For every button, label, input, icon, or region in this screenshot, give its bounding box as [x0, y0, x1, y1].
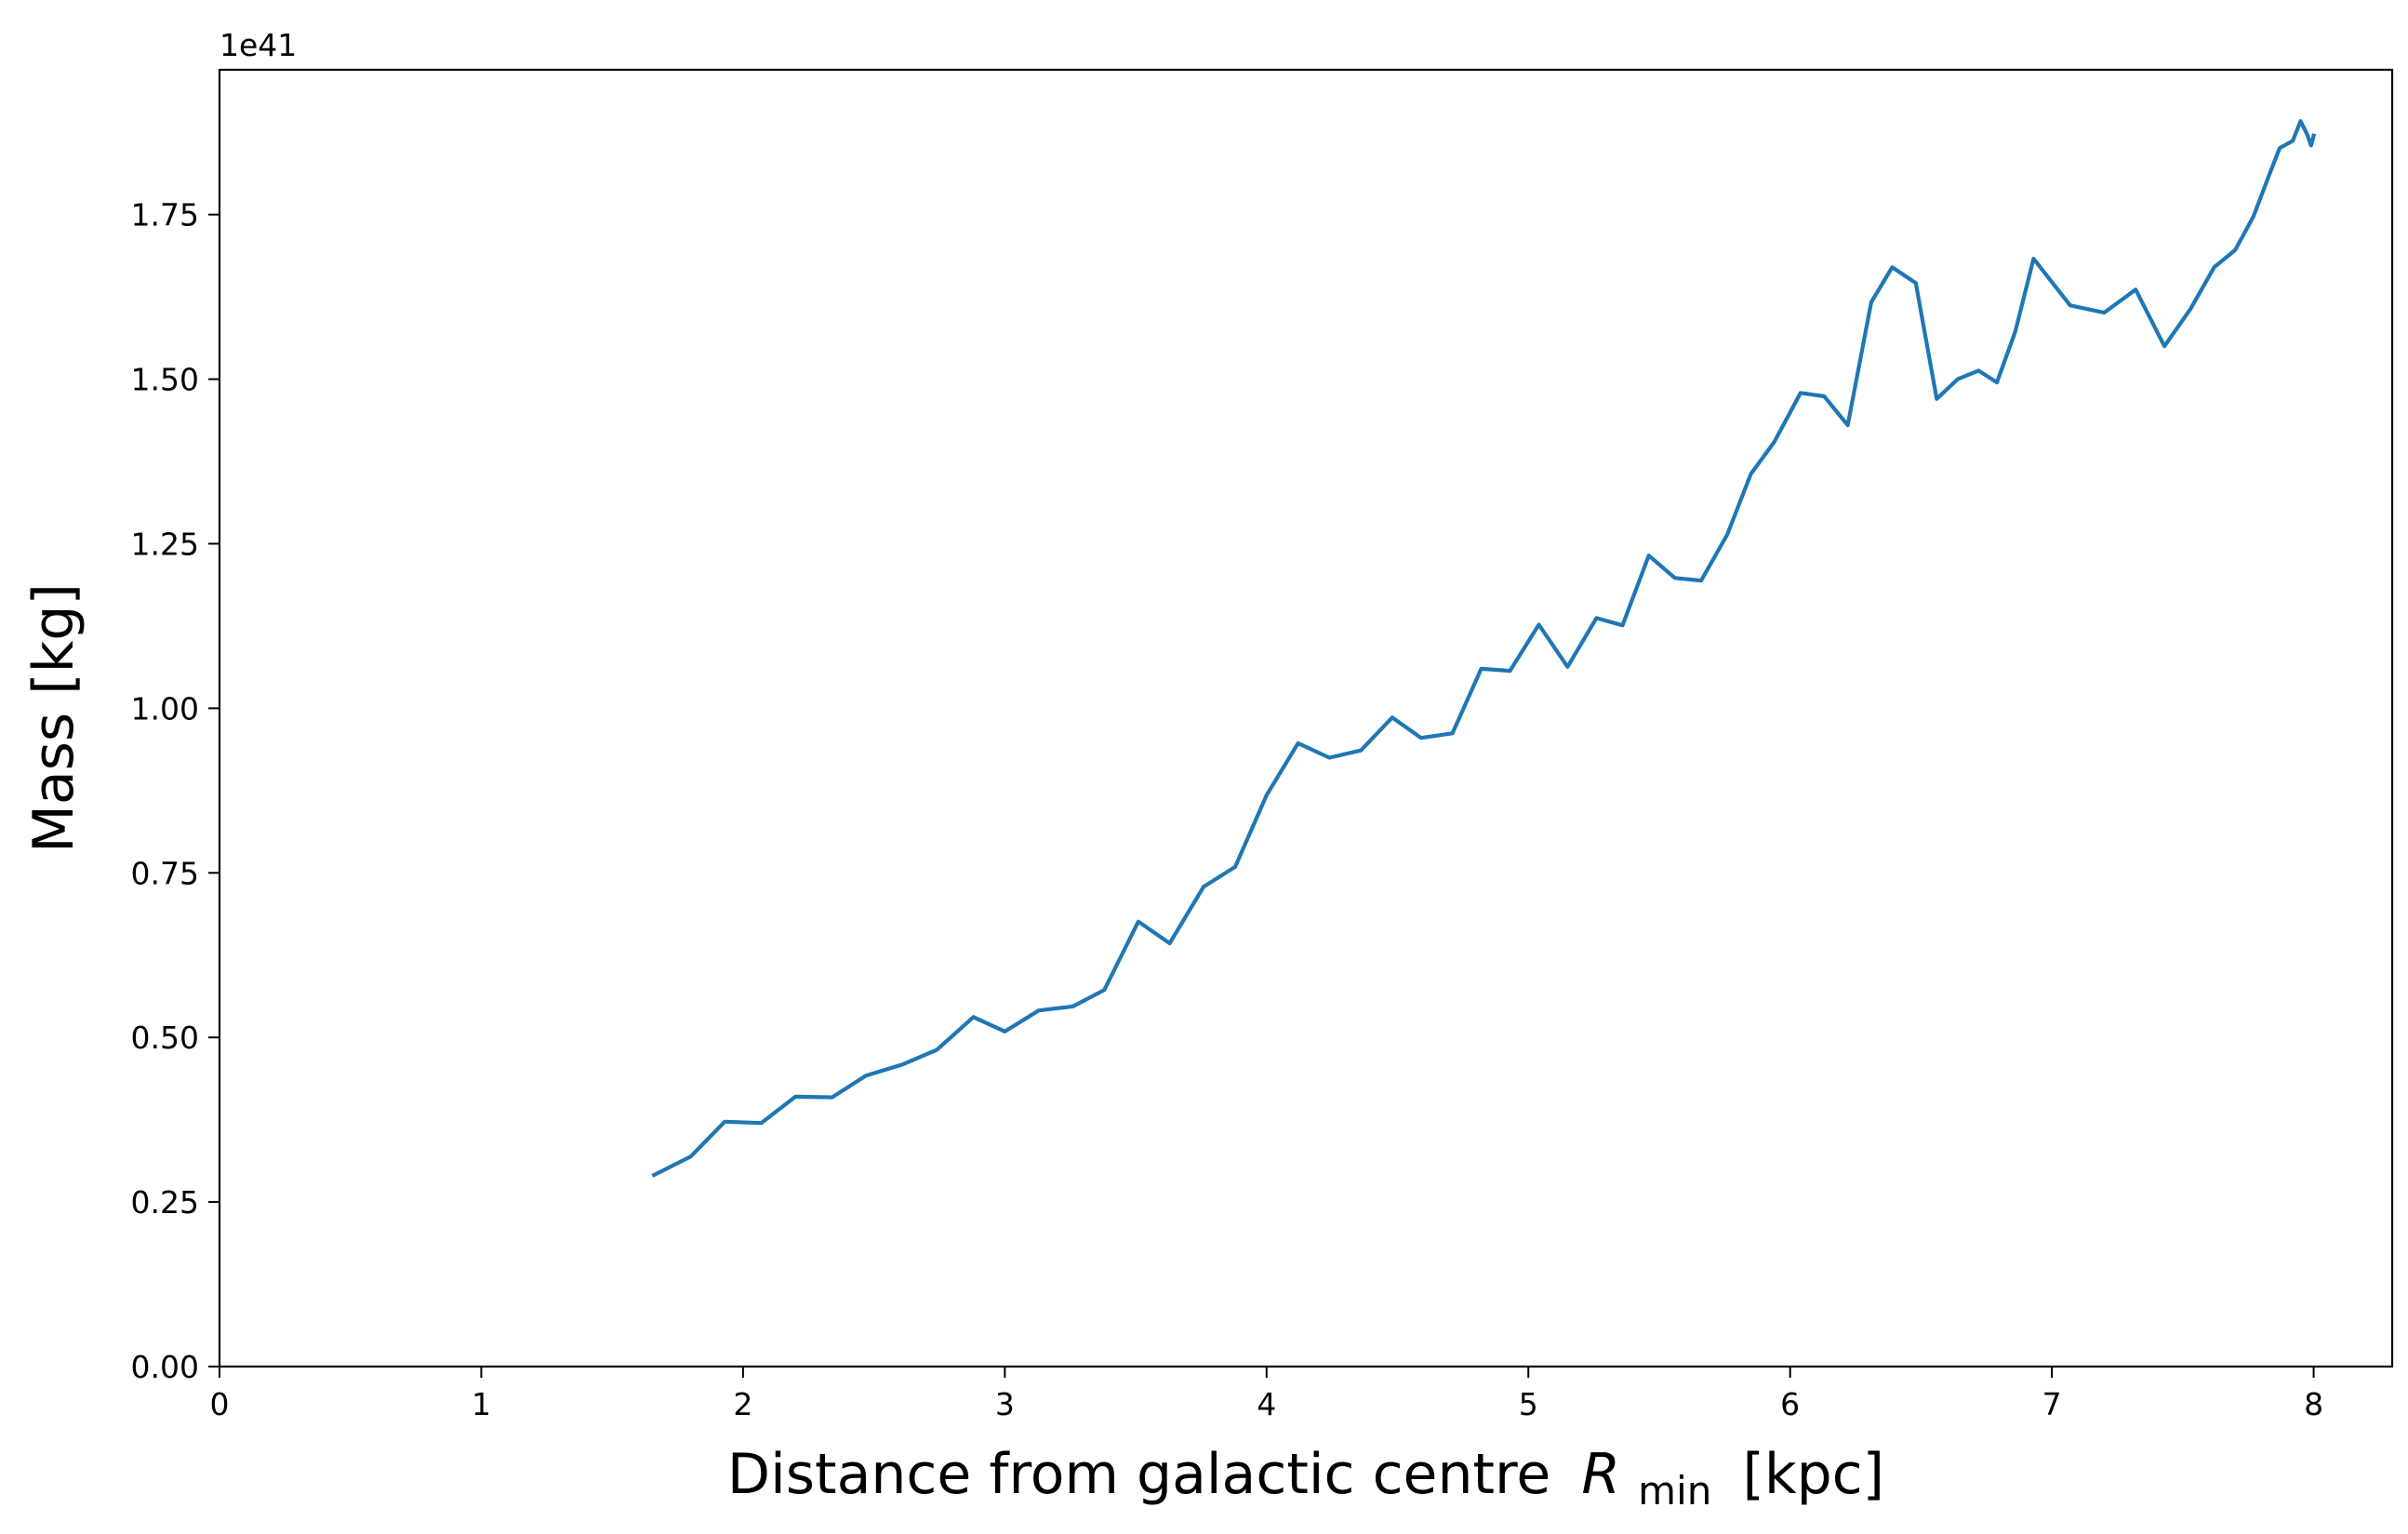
x-tick-label: 4 — [1257, 1386, 1276, 1422]
y-tick-label: 0.25 — [131, 1184, 199, 1221]
y-axis-title: Mass [kg] — [21, 583, 86, 853]
x-axis-title-unit: [kpc] — [1742, 1442, 1884, 1507]
x-tick-label: 8 — [2304, 1386, 2323, 1422]
y-tick-label: 1.50 — [131, 362, 199, 398]
y-tick-label: 0.00 — [131, 1349, 199, 1385]
x-tick-label: 6 — [1780, 1386, 1800, 1422]
x-tick-label: 1 — [472, 1386, 491, 1422]
y-tick-label: 1.00 — [131, 690, 199, 727]
plot-area-frame — [218, 68, 2394, 1368]
x-tick-label: 7 — [2042, 1386, 2062, 1422]
y-tick-label: 0.75 — [131, 855, 199, 891]
y-tick-label: 1.75 — [131, 197, 199, 233]
x-tick-label: 5 — [1519, 1386, 1538, 1422]
x-axis-title: Distance from galactic centre R min [kpc… — [727, 1442, 1884, 1518]
y-tick-label: 0.50 — [131, 1020, 199, 1056]
x-tick-label: 3 — [995, 1386, 1015, 1422]
x-axis-ticks: 0 1 2 3 4 5 6 7 8 — [210, 1367, 2323, 1422]
y-axis-ticks: 0.00 0.25 0.50 0.75 1.00 1.25 1.50 1.75 — [131, 197, 220, 1385]
y-tick-label: 1.25 — [131, 526, 199, 562]
x-tick-label: 2 — [733, 1386, 752, 1422]
data-series-line — [651, 119, 2317, 1178]
x-axis-title-symbol: R — [1581, 1442, 1620, 1507]
y-axis-offset-text: 1e41 — [220, 27, 297, 63]
x-axis-title-text: Distance from galactic centre — [727, 1442, 1550, 1507]
x-axis-title-subscript: min — [1638, 1468, 1711, 1514]
x-tick-label: 0 — [210, 1386, 230, 1422]
